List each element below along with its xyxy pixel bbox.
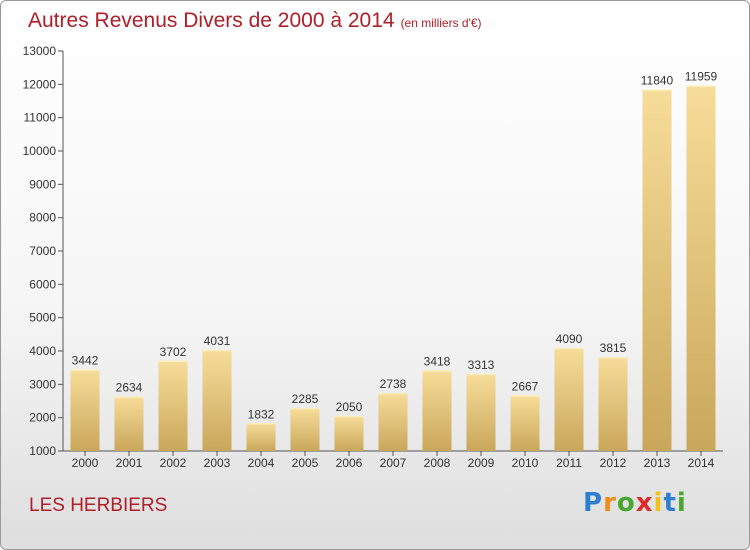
commune-name: LES HERBIERS xyxy=(29,495,168,516)
bar-value-label: 4031 xyxy=(204,334,231,348)
bar-value-label: 2050 xyxy=(336,400,363,414)
x-tick-label: 2008 xyxy=(424,456,451,470)
bar-value-label: 2738 xyxy=(380,377,407,391)
bar-value-label: 3702 xyxy=(160,345,187,359)
x-tick-label: 2007 xyxy=(380,456,407,470)
logo-letter: o xyxy=(616,488,636,518)
logo-letter: i xyxy=(653,488,664,518)
y-tick-label: 13000 xyxy=(23,44,57,58)
bar xyxy=(290,408,320,451)
bar xyxy=(642,89,672,452)
x-tick-label: 2001 xyxy=(116,456,143,470)
bar xyxy=(466,373,496,451)
title-text: Autres Revenus Divers de 2000 à 2014 xyxy=(28,9,395,32)
x-tick-label: 2002 xyxy=(160,456,187,470)
x-tick-label: 2006 xyxy=(336,456,363,470)
y-tick-label: 11000 xyxy=(24,111,57,125)
bar-value-label: 2634 xyxy=(116,381,143,395)
y-tick-label: 7000 xyxy=(29,244,56,258)
y-tick-label: 1000 xyxy=(29,444,56,458)
bar xyxy=(334,416,364,451)
y-tick-label: 4000 xyxy=(29,344,56,358)
y-tick-label: 9000 xyxy=(29,177,56,191)
bar xyxy=(598,357,628,451)
bar xyxy=(202,349,232,451)
bar-value-label: 3815 xyxy=(600,341,627,355)
logo-letter: r xyxy=(603,488,617,518)
x-tick-label: 2004 xyxy=(248,456,275,470)
bar xyxy=(422,370,452,451)
chart-title: Autres Revenus Divers de 2000 à 2014 (en … xyxy=(28,9,482,33)
bar-value-label: 3418 xyxy=(424,354,451,368)
x-tick-label: 2011 xyxy=(556,456,582,470)
bar xyxy=(246,423,276,451)
bar xyxy=(70,369,100,451)
x-tick-label: 2003 xyxy=(204,456,231,470)
bar xyxy=(378,393,408,451)
x-tick-label: 2012 xyxy=(600,456,627,470)
bar-value-label: 1832 xyxy=(248,407,275,421)
y-tick-label: 10000 xyxy=(23,144,57,158)
bar xyxy=(114,396,144,451)
y-tick-label: 3000 xyxy=(29,377,56,391)
y-tick-label: 12000 xyxy=(23,77,57,91)
x-tick-label: 2014 xyxy=(688,456,715,470)
logo-letter: P xyxy=(583,488,604,518)
chart-subtitle: (en milliers d'€) xyxy=(400,16,482,30)
x-tick-label: 2009 xyxy=(468,456,495,470)
bar-value-label: 3442 xyxy=(72,354,99,368)
bar xyxy=(554,348,584,451)
x-tick-label: 2000 xyxy=(72,456,99,470)
logo-letter: x xyxy=(635,488,654,518)
bar-value-label: 3313 xyxy=(468,358,495,372)
logo-letter: t xyxy=(663,488,677,518)
y-tick-label: 6000 xyxy=(29,277,56,291)
bar xyxy=(510,395,540,451)
x-tick-label: 2005 xyxy=(292,456,319,470)
bar-value-label: 4090 xyxy=(556,332,583,346)
bar-value-label: 11840 xyxy=(641,74,674,88)
bar-value-label: 11959 xyxy=(685,70,718,84)
y-tick-label: 2000 xyxy=(29,411,56,425)
bar xyxy=(158,360,188,451)
bar-value-label: 2667 xyxy=(512,379,539,393)
y-tick-label: 8000 xyxy=(29,211,56,225)
bar xyxy=(686,85,716,451)
y-tick-label: 5000 xyxy=(29,311,56,325)
bar-value-label: 2285 xyxy=(292,392,319,406)
proxiti-logo: Proxiti xyxy=(583,488,687,518)
logo-letter: i xyxy=(676,488,687,518)
x-tick-label: 2010 xyxy=(512,456,539,470)
x-tick-label: 2013 xyxy=(644,456,671,470)
